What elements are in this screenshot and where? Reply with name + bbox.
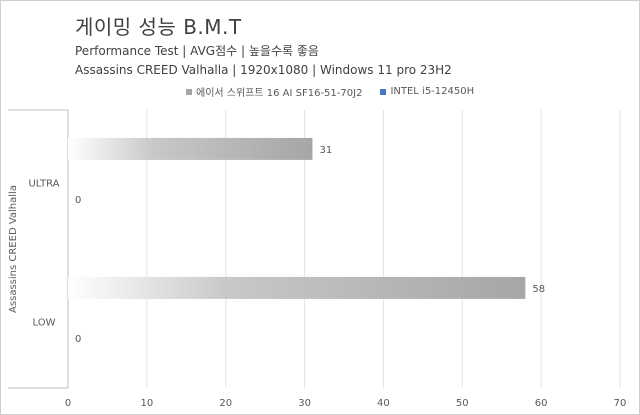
legend-item-series-1: 에이서 스위프트 16 AI SF16-51-70J2 — [186, 84, 362, 99]
bar-series-1-low — [68, 276, 526, 299]
legend-item-series-2: INTEL i5-12450H — [380, 84, 474, 99]
x-tick-label-0: 0 — [65, 398, 71, 409]
chart-subtitle-1: Performance Test | AVG점수 | 높을수록 좋음 — [75, 44, 319, 58]
legend-label-series-2: INTEL i5-12450H — [390, 86, 475, 97]
x-tick-label-20: 20 — [219, 398, 232, 409]
x-tick-label-10: 10 — [140, 398, 153, 409]
bar-series-1-ultra — [68, 137, 313, 160]
x-tick-label-70: 70 — [614, 398, 627, 409]
y-axis-title: Assassins CREED Valhalla — [8, 185, 19, 313]
x-tick-label-50: 50 — [456, 398, 469, 409]
chart-subtitle-2: Assassins CREED Valhalla | 1920x1080 | W… — [75, 63, 452, 77]
category-label-ultra: ULTRA — [28, 178, 59, 189]
data-label-series-1-ultra: 31 — [319, 145, 332, 156]
x-tick-label-40: 40 — [377, 398, 390, 409]
legend-swatch-series-2 — [380, 88, 387, 95]
data-label-series-2-ultra: 0 — [75, 195, 81, 206]
legend-swatch-series-1 — [186, 88, 192, 95]
x-tick-label-30: 30 — [298, 398, 311, 409]
chart-title: 게이밍 성능 B.M.T — [75, 15, 242, 39]
labels: 0 10 20 30 40 50 60 70 Assassins CREED Valhalla U… — [8, 145, 626, 409]
data-label-series-2-low: 0 — [75, 334, 81, 345]
data-label-series-1-low: 58 — [532, 284, 545, 295]
x-tick-label-60: 60 — [535, 398, 548, 409]
bars — [68, 137, 526, 299]
category-label-low: LOW — [33, 317, 56, 328]
chart-legend: 에이서 스위프트 16 AI SF16-51-70J2 INTEL i5-124… — [186, 84, 474, 99]
legend-label-series-1: 에이서 스위프트 16 AI SF16-51-70J2 — [196, 88, 363, 99]
